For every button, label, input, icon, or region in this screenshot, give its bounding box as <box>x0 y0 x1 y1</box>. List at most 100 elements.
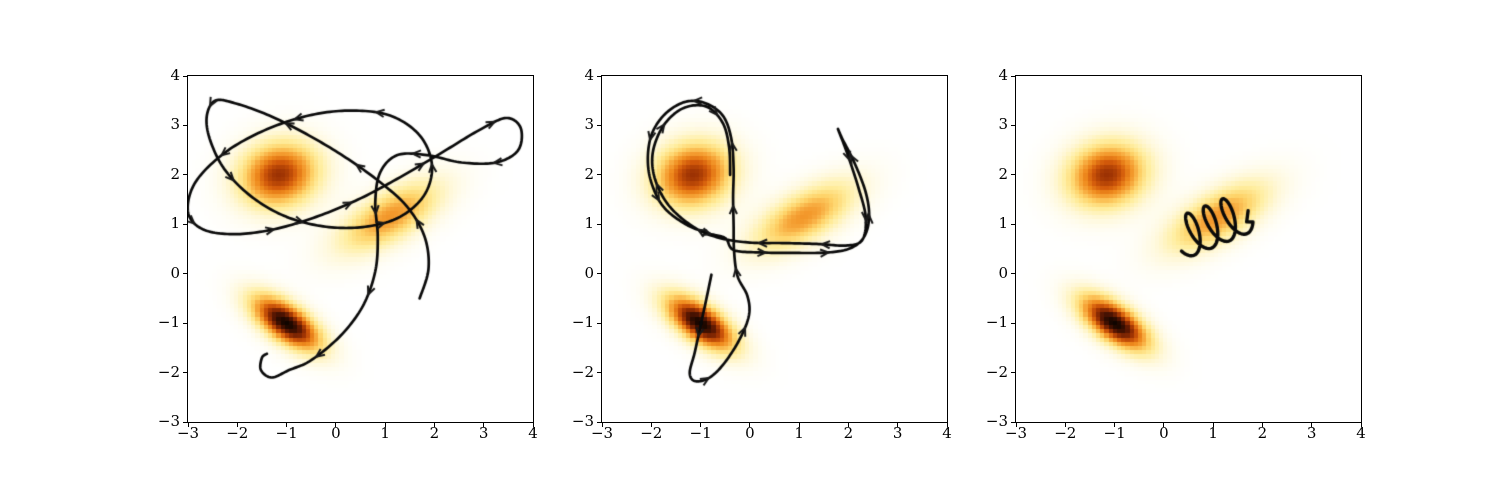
x-tick <box>897 423 899 427</box>
y-tick <box>183 273 187 275</box>
y-tick <box>597 223 601 225</box>
y-tick <box>183 174 187 176</box>
x-tick <box>946 423 948 427</box>
x-tick <box>601 423 603 427</box>
y-tick <box>597 322 601 324</box>
y-tick <box>183 75 187 77</box>
y-tick-label: 1 <box>998 214 1008 233</box>
x-tick-label: 1 <box>794 424 804 442</box>
y-tick <box>597 372 601 374</box>
y-tick-label: 1 <box>584 214 594 233</box>
y-tick-label: 0 <box>584 263 594 282</box>
y-tick <box>1011 223 1015 225</box>
panel-3: −3 −2 −1 0 1 2 3 4 −3 −2 −1 0 1 2 3 4 <box>986 66 1366 442</box>
x-tick-label: 4 <box>942 424 952 442</box>
x-tick-label: −3 <box>176 424 200 442</box>
x-tick <box>1311 423 1313 427</box>
panel-3-plot <box>1016 76 1361 422</box>
y-tick-label: 2 <box>998 164 1008 183</box>
y-tick-label: 1 <box>170 214 180 233</box>
x-tick-label: −3 <box>1004 424 1028 442</box>
x-tick <box>1114 423 1116 427</box>
x-tick <box>1212 423 1214 427</box>
x-tick-label: 2 <box>843 424 854 442</box>
panel-2-plot <box>602 76 947 422</box>
x-tick <box>798 423 800 427</box>
x-tick <box>1064 423 1066 427</box>
x-tick-label: 0 <box>745 424 755 442</box>
y-tick-label: −2 <box>985 362 1008 381</box>
x-tick <box>335 423 337 427</box>
y-tick-label: −2 <box>157 362 180 381</box>
y-tick <box>597 273 601 275</box>
x-tick <box>847 423 849 427</box>
x-tick-label: −1 <box>1103 424 1126 442</box>
panel-2-axes <box>601 75 948 423</box>
y-tick <box>1011 174 1015 176</box>
y-tick-label: 0 <box>170 263 180 282</box>
y-tick-label: 3 <box>998 115 1008 134</box>
x-tick <box>187 423 189 427</box>
y-tick <box>597 75 601 77</box>
x-tick <box>236 423 238 427</box>
x-tick-label: −3 <box>590 424 614 442</box>
y-tick-label: 4 <box>998 66 1008 84</box>
y-tick-label: −1 <box>985 313 1008 332</box>
x-tick <box>700 423 702 427</box>
y-tick-label: −3 <box>571 412 594 430</box>
x-tick <box>1360 423 1362 427</box>
y-tick-label: 4 <box>170 66 180 84</box>
x-tick-label: 3 <box>1306 424 1317 442</box>
y-tick-label: 0 <box>998 263 1008 282</box>
panel-3-axes <box>1015 75 1362 423</box>
y-tick-label: 2 <box>170 164 180 183</box>
panel-1: −3 −2 −1 0 1 2 3 4 −3 −2 −1 0 1 2 3 4 <box>158 66 538 442</box>
y-tick <box>183 421 187 423</box>
x-tick <box>1261 423 1263 427</box>
x-tick-label: −1 <box>275 424 298 442</box>
y-tick <box>1011 421 1015 423</box>
x-tick-label: 4 <box>528 424 538 442</box>
x-tick <box>650 423 652 427</box>
panel-1-axes <box>187 75 534 423</box>
x-tick-label: 1 <box>1208 424 1218 442</box>
x-tick <box>532 423 534 427</box>
panel-1-plot <box>188 76 533 422</box>
y-tick <box>597 174 601 176</box>
x-tick-label: 1 <box>380 424 390 442</box>
x-tick-label: 3 <box>478 424 489 442</box>
x-tick-label: −2 <box>640 424 663 442</box>
y-tick-label: −3 <box>157 412 180 430</box>
x-tick-label: 2 <box>429 424 440 442</box>
x-tick-label: −1 <box>689 424 712 442</box>
y-tick-label: −1 <box>571 313 594 332</box>
y-tick <box>1011 124 1015 126</box>
x-tick <box>1163 423 1165 427</box>
y-tick-label: −2 <box>571 362 594 381</box>
x-tick-label: 0 <box>331 424 341 442</box>
y-tick-label: 3 <box>584 115 594 134</box>
x-tick-label: 0 <box>1159 424 1169 442</box>
y-tick <box>1011 75 1015 77</box>
y-tick <box>183 124 187 126</box>
x-tick <box>286 423 288 427</box>
y-tick <box>1011 273 1015 275</box>
y-tick <box>597 124 601 126</box>
y-tick-label: −3 <box>985 412 1008 430</box>
y-tick <box>1011 322 1015 324</box>
y-tick-label: 2 <box>584 164 594 183</box>
x-tick <box>384 423 386 427</box>
x-tick <box>483 423 485 427</box>
x-tick <box>749 423 751 427</box>
y-tick <box>1011 372 1015 374</box>
x-tick <box>433 423 435 427</box>
y-tick-label: 4 <box>584 66 594 84</box>
panel-2: −3 −2 −1 0 1 2 3 4 −3 −2 −1 0 1 2 3 4 <box>572 66 952 442</box>
x-tick <box>1015 423 1017 427</box>
x-tick-label: 4 <box>1356 424 1366 442</box>
x-tick-label: 3 <box>892 424 903 442</box>
y-tick <box>597 421 601 423</box>
x-tick-label: −2 <box>1054 424 1077 442</box>
y-tick-label: 3 <box>170 115 180 134</box>
